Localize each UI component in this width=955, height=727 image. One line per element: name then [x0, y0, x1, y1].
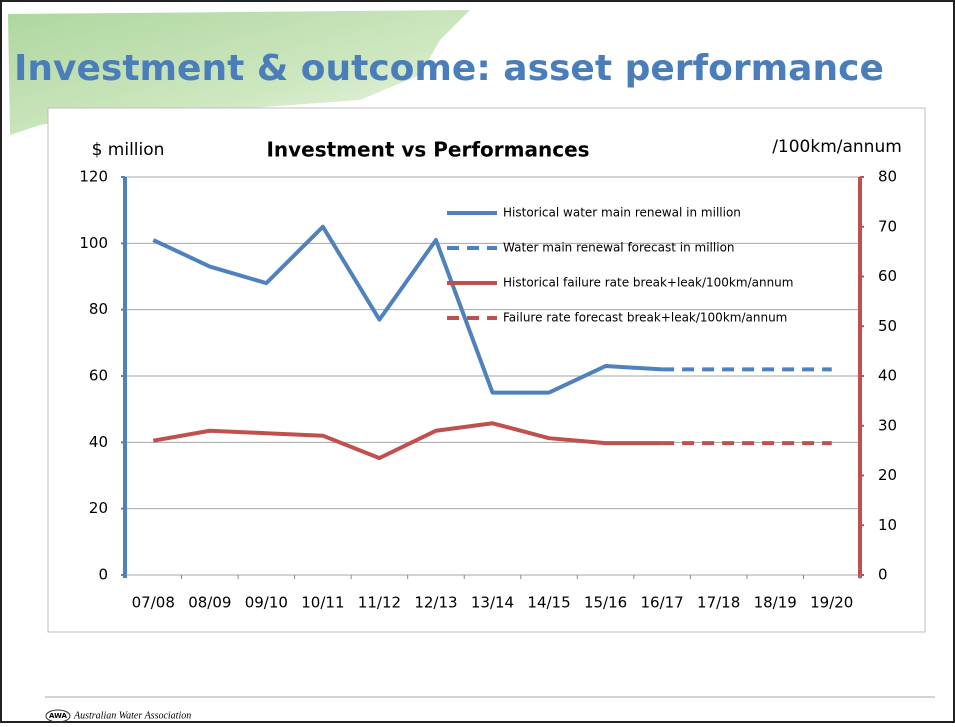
y-axis-label: $ million [92, 140, 165, 160]
chart-frame [47, 107, 926, 633]
x-tick-label: 11/12 [358, 594, 401, 612]
series-line [152, 224, 663, 395]
y2-tick-label: 10 [878, 516, 897, 534]
chart-title: Investment vs Performances [266, 138, 589, 162]
y2-tick-label: 0 [878, 566, 888, 584]
y-tick-label: 60 [89, 367, 108, 385]
x-tick-label: 07/08 [132, 594, 175, 612]
y-tick-label: 20 [89, 499, 108, 517]
footer-logo: AWA [49, 712, 68, 720]
y2-tick-label: 20 [878, 466, 897, 484]
legend-label: Historical failure rate break+leak/100km… [503, 276, 793, 290]
y2-tick-label: 30 [878, 416, 897, 434]
x-tick-label: 16/17 [640, 594, 683, 612]
logo-ring [45, 709, 71, 723]
x-tick-label: 19/20 [810, 594, 853, 612]
y-tick-label: 120 [79, 168, 108, 186]
x-tick-label: 12/13 [414, 594, 457, 612]
y-tick-label: 80 [89, 300, 108, 318]
legend-label: Historical water main renewal in million [503, 206, 741, 220]
y-tick-label: 0 [98, 566, 108, 584]
footer-organisation: Australian Water Association [73, 710, 191, 721]
legend-label: Water main renewal forecast in million [503, 241, 735, 255]
plot: 0 20 40 60 80 100 120 0 10 20 30 40 50 60 70 80 07/08 08/… [79, 168, 897, 612]
x-tick-label: 10/11 [301, 594, 344, 612]
y2-tick-label: 70 [878, 217, 897, 235]
y2-axis-label: /100km/annum [772, 137, 902, 157]
legend-label: Failure rate forecast break+leak/100km/a… [503, 311, 787, 325]
x-tick-label: 09/10 [245, 594, 288, 612]
y2-tick-label: 50 [878, 317, 897, 335]
y-tick-label: 40 [89, 433, 108, 451]
x-tick-label: 17/18 [697, 594, 740, 612]
x-tick-label: 14/15 [527, 594, 570, 612]
x-tick-label: 13/14 [471, 594, 514, 612]
series-line [152, 421, 663, 461]
x-tick-label: 15/16 [584, 594, 627, 612]
y2-tick-label: 40 [878, 367, 897, 385]
x-tick-label: 08/09 [188, 594, 231, 612]
y-tick-label: 100 [79, 234, 108, 252]
y2-tick-label: 80 [878, 168, 897, 186]
watercolor-wash [8, 10, 470, 135]
slide-title: Investment & outcome: asset performance [14, 48, 884, 89]
x-tick-label: 18/19 [754, 594, 797, 612]
y2-tick-label: 60 [878, 267, 897, 285]
